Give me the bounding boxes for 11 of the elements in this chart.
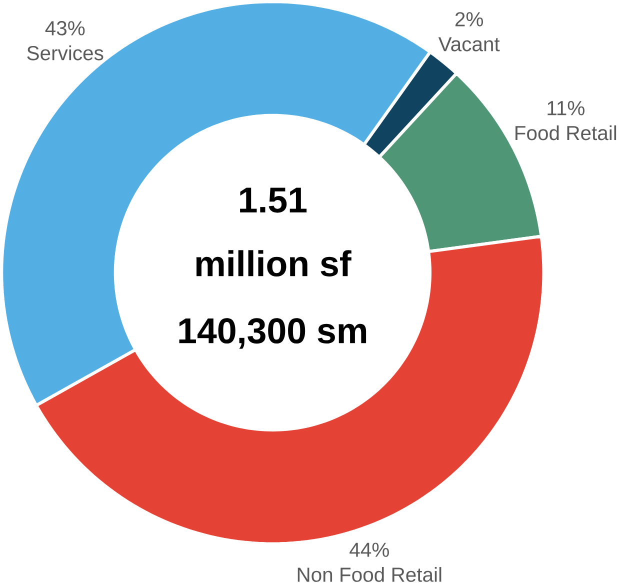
text: million sf [196, 250, 352, 276]
slice-label: Non Food Retail [298, 566, 442, 582]
text: 1.51 [240, 187, 307, 212]
slice-label: Vacant [438, 36, 500, 52]
data-label: 43% [45, 20, 85, 36]
data-label: 2% [455, 12, 484, 26]
slice-label: Services [27, 45, 104, 60]
text: 140,300 sm [179, 318, 366, 348]
data-label: 11% [548, 100, 584, 115]
slice-label: Food Retail [516, 125, 616, 140]
data-label: 44% [350, 542, 389, 557]
